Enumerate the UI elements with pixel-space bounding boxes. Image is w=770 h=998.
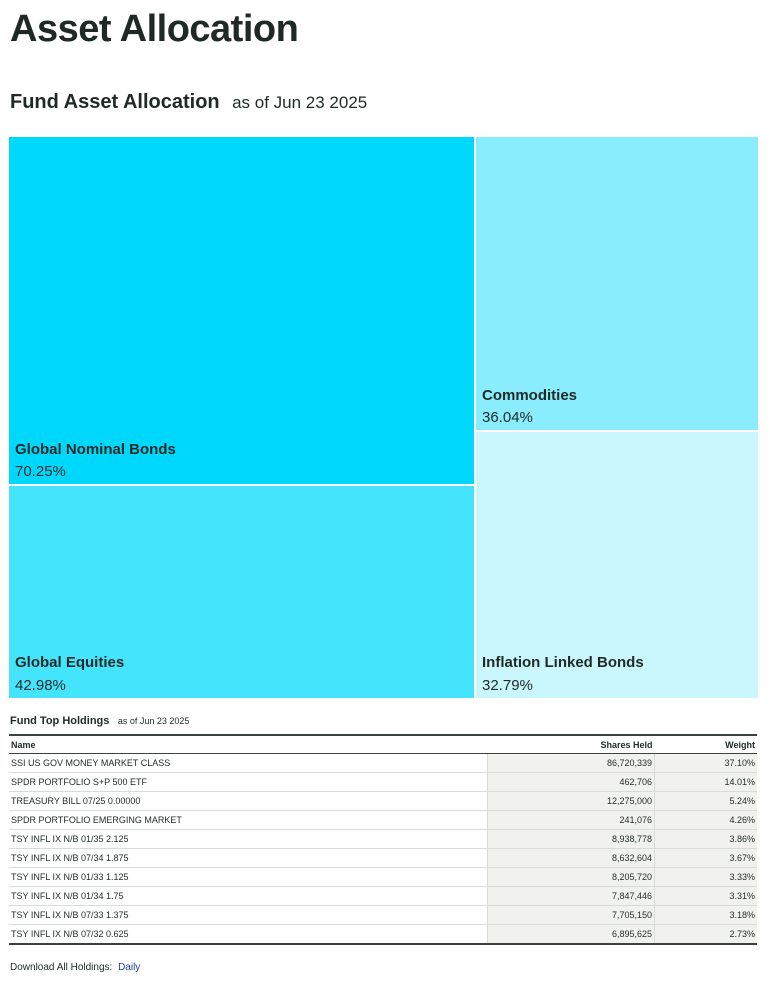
holdings-as-of: as of Jun 23 2025: [117, 716, 190, 726]
allocation-as-of: as of Jun 23 2025: [232, 93, 368, 112]
holding-shares-held: 7,847,446: [487, 886, 655, 906]
table-header-row: Name Shares Held Weight: [9, 734, 757, 754]
holding-shares-held: 8,205,720: [487, 867, 655, 887]
tile-label: Commodities: [482, 387, 578, 404]
holding-name: SPDR PORTFOLIO S+P 500 ETF: [9, 772, 488, 792]
download-holdings: Download All Holdings: Daily: [10, 962, 140, 973]
tile-commodities[interactable]: Commodities 36.04%: [476, 137, 758, 430]
holding-shares-held: 8,938,778: [487, 829, 655, 849]
holdings-table-body: SSI US GOV MONEY MARKET CLASS 86,720,339 3…: [9, 753, 757, 945]
tile-label: Global Equities: [15, 654, 125, 671]
table-row: TSY INFL IX N/B 01/34 1.75 7,847,446 3.31%: [9, 886, 757, 906]
holdings-header: Fund Top Holdings as of Jun 23 2025: [10, 711, 189, 729]
holding-name: TSY INFL IX N/B 01/35 2.125: [9, 829, 488, 849]
holdings-table: Name Shares Held Weight SSI US GOV MONEY…: [9, 734, 757, 945]
page-title: Asset Allocation: [10, 8, 299, 50]
holding-weight: 4.26%: [654, 810, 757, 830]
table-row: TSY INFL IX N/B 07/34 1.875 8,632,604 3.67…: [9, 848, 757, 868]
table-row: TSY INFL IX N/B 01/35 2.125 8,938,778 3.86…: [9, 829, 757, 849]
holding-name: TREASURY BILL 07/25 0.00000: [9, 791, 488, 811]
tile-value: 32.79%: [482, 677, 533, 694]
holding-name: TSY INFL IX N/B 07/34 1.875: [9, 848, 488, 868]
holding-shares-held: 7,705,150: [487, 905, 655, 925]
holding-weight: 37.10%: [654, 753, 757, 773]
tile-global-equities[interactable]: Global Equities 42.98%: [9, 486, 474, 698]
tile-value: 36.04%: [482, 409, 533, 426]
holding-weight: 3.31%: [654, 886, 757, 906]
holding-name: SPDR PORTFOLIO EMERGING MARKET: [9, 810, 488, 830]
holding-shares-held: 8,632,604: [487, 848, 655, 868]
allocation-treemap: Global Nominal Bonds 70.25% Global Equit…: [9, 137, 758, 698]
table-row: SPDR PORTFOLIO EMERGING MARKET 241,076 4.2…: [9, 810, 757, 830]
table-row: TSY INFL IX N/B 07/33 1.375 7,705,150 3.18…: [9, 905, 757, 925]
download-label: Download All Holdings:: [10, 962, 113, 973]
holding-weight: 3.18%: [654, 905, 757, 925]
allocation-header: Fund Asset Allocation as of Jun 23 2025: [10, 91, 367, 114]
tile-inflation-linked-bonds[interactable]: Inflation Linked Bonds 32.79%: [476, 432, 758, 698]
holding-shares-held: 6,895,625: [487, 924, 655, 945]
column-header-name[interactable]: Name: [9, 734, 488, 754]
holding-shares-held: 86,720,339: [487, 753, 655, 773]
tile-label: Global Nominal Bonds: [15, 441, 176, 458]
holdings-title: Fund Top Holdings: [10, 715, 110, 727]
holding-weight: 3.67%: [654, 848, 757, 868]
holding-weight: 3.33%: [654, 867, 757, 887]
holding-shares-held: 12,275,000: [487, 791, 655, 811]
holding-shares-held: 241,076: [487, 810, 655, 830]
tile-global-nominal-bonds[interactable]: Global Nominal Bonds 70.25%: [9, 137, 474, 484]
tile-value: 42.98%: [15, 677, 66, 694]
tile-value: 70.25%: [15, 463, 66, 480]
holding-weight: 3.86%: [654, 829, 757, 849]
table-row: TSY INFL IX N/B 07/32 0.625 6,895,625 2.73…: [9, 924, 757, 945]
column-header-weight[interactable]: Weight: [654, 734, 757, 754]
holding-name: SSI US GOV MONEY MARKET CLASS: [9, 753, 488, 773]
holding-name: TSY INFL IX N/B 07/33 1.375: [9, 905, 488, 925]
holding-weight: 2.73%: [654, 924, 757, 945]
table-row: SPDR PORTFOLIO S+P 500 ETF 462,706 14.01%: [9, 772, 757, 792]
column-header-shares-held[interactable]: Shares Held: [487, 734, 655, 754]
table-row: TSY INFL IX N/B 01/33 1.125 8,205,720 3.33…: [9, 867, 757, 887]
holding-shares-held: 462,706: [487, 772, 655, 792]
table-row: SSI US GOV MONEY MARKET CLASS 86,720,339 3…: [9, 753, 757, 773]
holding-weight: 5.24%: [654, 791, 757, 811]
holding-name: TSY INFL IX N/B 01/34 1.75: [9, 886, 488, 906]
holding-weight: 14.01%: [654, 772, 757, 792]
allocation-title: Fund Asset Allocation: [10, 91, 220, 113]
table-row: TREASURY BILL 07/25 0.00000 12,275,000 5.2…: [9, 791, 757, 811]
download-daily-link[interactable]: Daily: [118, 962, 141, 973]
tile-label: Inflation Linked Bonds: [482, 654, 644, 671]
holding-name: TSY INFL IX N/B 01/33 1.125: [9, 867, 488, 887]
holding-name: TSY INFL IX N/B 07/32 0.625: [9, 924, 488, 945]
